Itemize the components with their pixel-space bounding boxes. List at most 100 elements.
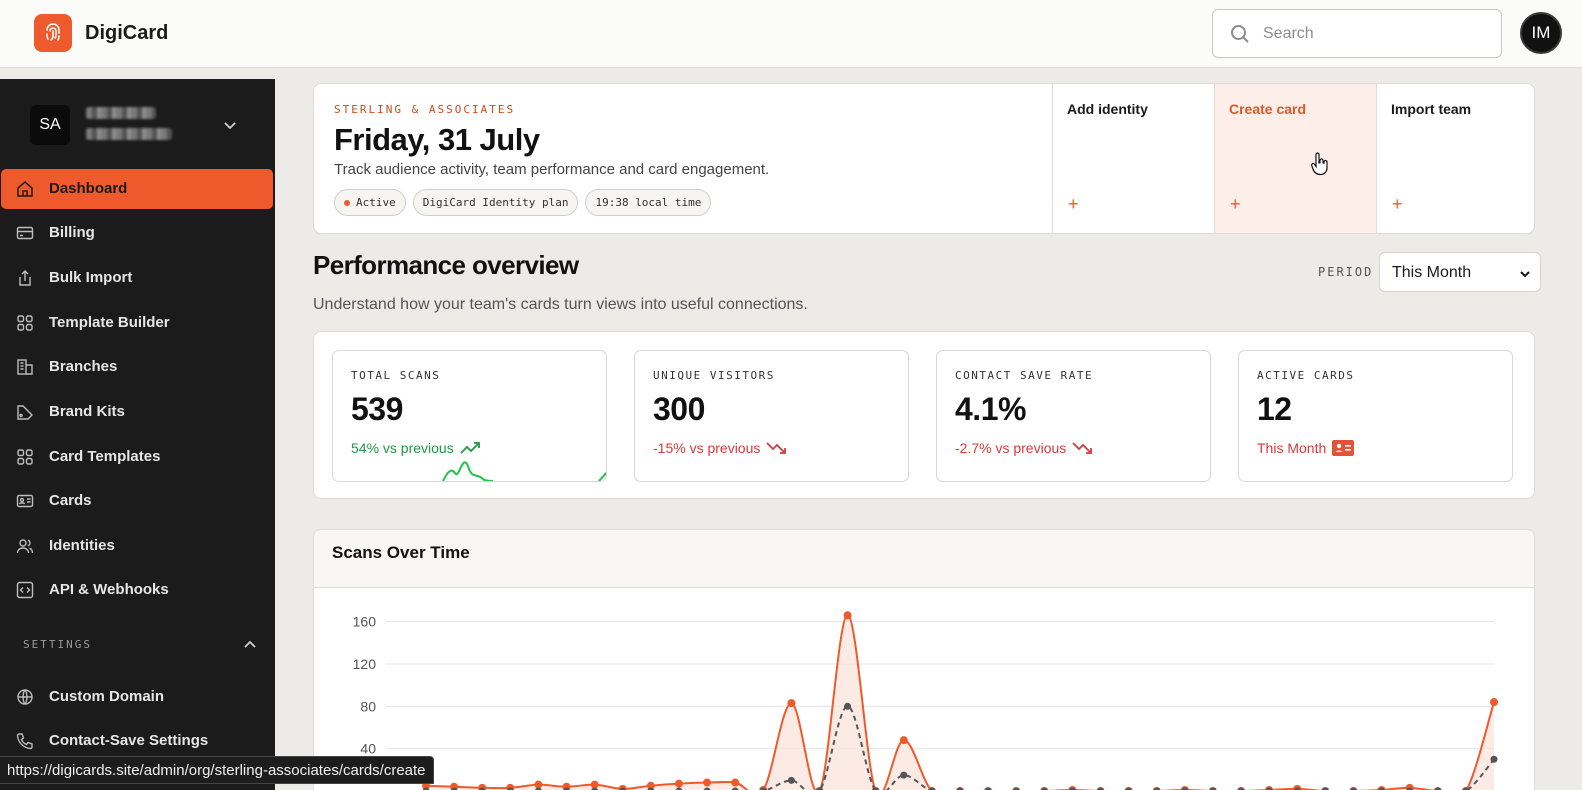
kpi-trend: -2.7% vs previous [955,440,1094,456]
data-point[interactable] [843,611,852,620]
data-point[interactable] [1040,787,1048,790]
data-point[interactable] [787,776,795,784]
sidebar-item-cards[interactable]: Cards [1,481,273,521]
trending-up-icon [460,442,480,454]
data-point[interactable] [1237,787,1245,790]
period-select[interactable]: This Month [1379,252,1541,292]
data-point[interactable] [478,787,486,790]
data-point[interactable] [1462,787,1470,790]
data-point[interactable] [984,787,992,790]
data-point[interactable] [759,787,767,790]
data-point[interactable] [591,787,598,790]
kpi-value: 4.1% [955,391,1026,427]
data-point[interactable] [535,787,542,790]
sidebar-item-branches[interactable]: Branches [1,347,273,387]
data-point[interactable] [731,778,740,787]
data-point[interactable] [563,787,570,790]
data-point[interactable] [956,787,964,790]
sidebar-item-label: Bulk Import [49,269,133,286]
data-point[interactable] [928,787,936,790]
app-brand[interactable]: DigiCard [85,22,169,44]
sidebar-item-custom-domain[interactable]: Custom Domain [1,677,273,717]
data-point[interactable] [1490,755,1498,763]
sidebar-item-label: API & Webhooks [49,581,169,598]
data-point[interactable] [646,781,655,790]
phone-icon [16,733,33,750]
data-point[interactable] [1322,787,1329,790]
import-team-button[interactable]: Import team + [1376,84,1534,233]
kpi-trend-text: 54% vs previous [351,440,454,456]
data-point[interactable] [872,787,880,790]
data-point[interactable] [703,778,712,787]
data-point[interactable] [590,780,599,789]
period-label: PERIOD [1318,265,1374,279]
data-point[interactable] [1378,787,1385,790]
data-point[interactable] [1406,787,1414,790]
data-point[interactable] [816,787,823,790]
action-label: Import team [1391,101,1472,117]
sidebar-item-dashboard[interactable]: Dashboard [1,169,273,209]
data-point[interactable] [1153,787,1161,790]
data-point[interactable] [1265,787,1273,790]
data-point[interactable] [675,787,683,790]
data-point[interactable] [1490,698,1498,707]
action-label: Create card [1229,101,1307,117]
add-identity-button[interactable]: Add identity + [1052,84,1214,233]
data-point[interactable] [1069,787,1076,790]
data-point[interactable] [1209,787,1217,790]
data-point[interactable] [619,787,627,790]
status-chips: Active DigiCard Identity plan 19:38 loca… [334,189,712,216]
code-icon [16,581,34,599]
kpi-trend: This Month [1257,440,1355,456]
org-switcher[interactable]: SA [30,105,250,147]
data-point[interactable] [787,699,796,708]
y-tick-label: 40 [360,741,376,757]
sidebar-item-bulk-import[interactable]: Bulk Import [1,258,273,298]
user-avatar[interactable]: IM [1520,12,1562,54]
data-point[interactable] [900,771,908,779]
search-box[interactable] [1212,9,1502,58]
chevron-down-icon [224,122,236,130]
data-point[interactable] [1097,787,1104,790]
chip-label: Active [356,196,396,209]
scans-line-chart[interactable]: 40 80 120 160 [314,589,1535,790]
data-point[interactable] [534,780,543,789]
page-subtitle: Track audience activity, team performanc… [334,161,770,178]
data-point[interactable] [899,736,908,745]
data-point[interactable] [422,787,430,790]
sidebar-item-label: Template Builder [49,314,170,331]
local-time-badge: 19:38 local time [585,189,712,216]
grid-icon [17,449,33,465]
sidebar-item-label: Identities [49,537,115,554]
sidebar-item-billing[interactable]: Billing [1,213,273,253]
data-point[interactable] [1350,787,1357,790]
kpi-contact-save-rate: CONTACT SAVE RATE 4.1% -2.7% vs previous [936,350,1211,482]
sidebar-item-identities[interactable]: Identities [1,526,273,566]
users-icon [16,539,34,554]
data-point[interactable] [450,787,458,790]
sidebar-item-api-webhooks[interactable]: API & Webhooks [1,570,273,610]
data-point[interactable] [1434,787,1442,790]
data-point[interactable] [1181,787,1189,790]
data-point[interactable] [674,779,683,788]
search-input[interactable] [1263,22,1483,46]
status-bar-url: https://digicards.site/admin/org/sterlin… [0,756,434,784]
chevron-up-icon[interactable] [242,637,258,653]
data-point[interactable] [1125,787,1132,790]
sidebar-item-contact-save-settings[interactable]: Contact-Save Settings [1,721,273,761]
fingerprint-logo-icon[interactable] [34,14,72,52]
data-point[interactable] [506,787,514,790]
credit-card-icon [16,226,34,240]
data-point[interactable] [1012,787,1020,790]
sidebar-item-brand-kits[interactable]: Brand Kits [1,392,273,432]
data-point[interactable] [844,702,852,710]
create-card-button[interactable]: Create card + [1214,84,1376,233]
data-point[interactable] [731,787,739,790]
sidebar-item-card-templates[interactable]: Card Templates [1,437,273,477]
kpi-trend-text: This Month [1257,440,1327,456]
data-point[interactable] [703,787,711,790]
data-point[interactable] [647,787,655,790]
data-point[interactable] [1293,787,1301,790]
sidebar-item-template-builder[interactable]: Template Builder [1,303,273,343]
kpi-label: UNIQUE VISITORS [653,369,775,382]
